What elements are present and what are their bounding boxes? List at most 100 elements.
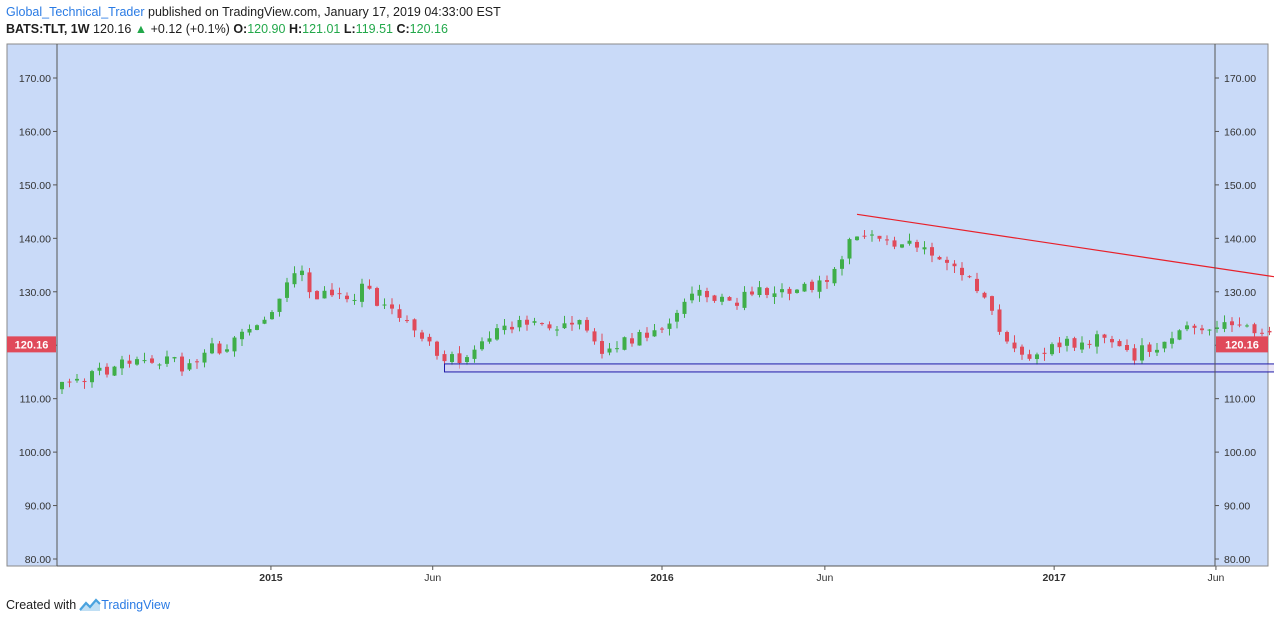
candle-up bbox=[225, 349, 229, 352]
candle-up bbox=[285, 282, 289, 298]
candle-up bbox=[165, 356, 169, 364]
candle-up bbox=[495, 328, 499, 340]
candle-down bbox=[982, 292, 987, 298]
last-price-label-left-bg bbox=[7, 336, 56, 353]
candle-down bbox=[997, 309, 1002, 332]
candle-down bbox=[787, 288, 792, 294]
candle-up bbox=[817, 280, 822, 292]
y-tick-label-left: 90.00 bbox=[25, 501, 51, 513]
candle-up bbox=[1185, 325, 1189, 330]
candle-up bbox=[1215, 327, 1219, 329]
candle-up bbox=[120, 359, 124, 369]
published-text: published on TradingView.com, January 17… bbox=[144, 5, 501, 19]
candle-up bbox=[922, 247, 927, 250]
plot-area[interactable] bbox=[6, 43, 1269, 567]
y-tick-label-right: 80.00 bbox=[1224, 554, 1250, 566]
candle-up bbox=[75, 378, 79, 381]
x-tick-label: Jun bbox=[1207, 572, 1224, 584]
candle-down bbox=[420, 332, 424, 339]
candle-up bbox=[757, 287, 762, 296]
candle-down bbox=[105, 366, 109, 375]
candle-up bbox=[720, 296, 724, 302]
candle-down bbox=[645, 332, 649, 338]
candle-down bbox=[885, 239, 889, 241]
candle-down bbox=[1012, 342, 1017, 349]
candle-up bbox=[210, 343, 214, 354]
candle-up bbox=[855, 236, 859, 241]
candle-down bbox=[600, 341, 604, 354]
candle-up bbox=[232, 337, 237, 352]
candle-down bbox=[862, 235, 867, 237]
y-tick-label-right: 170.00 bbox=[1224, 73, 1256, 85]
publish-info: Global_Technical_Trader published on Tra… bbox=[6, 4, 501, 21]
candle-down bbox=[427, 336, 432, 342]
candle-down bbox=[1027, 354, 1032, 359]
candle-down bbox=[1200, 328, 1204, 331]
candle-up bbox=[202, 352, 207, 363]
candle-up bbox=[690, 293, 694, 301]
y-tick-label-left: 130.00 bbox=[19, 287, 51, 299]
candle-up bbox=[652, 330, 657, 337]
candle-down bbox=[975, 278, 979, 292]
y-tick-label-right: 130.00 bbox=[1224, 287, 1256, 299]
candle-down bbox=[1252, 324, 1257, 334]
author-link[interactable]: Global_Technical_Trader bbox=[6, 5, 145, 19]
price-chart[interactable]: 80.00 80.00 90.00 90.00 100.00 100.00 110.00 11… bbox=[0, 0, 1274, 595]
candle-up bbox=[450, 354, 454, 363]
candle-down bbox=[337, 293, 342, 295]
candle-up bbox=[472, 349, 477, 359]
candle-up bbox=[795, 289, 799, 293]
candle-up bbox=[262, 319, 267, 324]
candle-down bbox=[547, 324, 552, 329]
tradingview-brand[interactable]: TradingView bbox=[79, 598, 170, 612]
candle-up bbox=[832, 268, 837, 284]
candle-up bbox=[742, 291, 747, 308]
candle-down bbox=[877, 235, 882, 239]
candle-up bbox=[772, 293, 777, 297]
tradingview-logo-icon bbox=[79, 598, 101, 611]
x-tick-label: Jun bbox=[424, 572, 441, 584]
candle-up bbox=[555, 329, 559, 331]
open-label: O: bbox=[233, 22, 248, 36]
candle-up bbox=[142, 360, 147, 362]
candle-up bbox=[172, 357, 177, 359]
trendline[interactable] bbox=[856, 213, 1274, 382]
candle-up bbox=[277, 298, 282, 312]
candle-down bbox=[960, 267, 964, 276]
candle-up bbox=[1080, 342, 1084, 350]
high-value: 121.01 bbox=[302, 22, 341, 36]
candle-down bbox=[390, 304, 394, 309]
candle-up bbox=[292, 273, 297, 285]
y-tick-label-left: 150.00 bbox=[19, 180, 51, 192]
candle-down bbox=[825, 280, 829, 282]
candle-down bbox=[1267, 330, 1272, 333]
footer: Created with TradingView bbox=[6, 598, 170, 612]
candle-down bbox=[442, 354, 447, 362]
y-tick-label-left: 80.00 bbox=[25, 554, 51, 566]
candle-up bbox=[1177, 330, 1182, 340]
candle-up bbox=[532, 321, 537, 323]
candle-down bbox=[727, 297, 732, 301]
candle-up bbox=[135, 359, 139, 365]
support-zone-rect[interactable] bbox=[444, 363, 1274, 373]
candle-up bbox=[270, 312, 274, 320]
candle-up bbox=[382, 304, 387, 306]
candle-down bbox=[457, 353, 462, 364]
candle-up bbox=[802, 283, 807, 292]
close-value: 120.16 bbox=[409, 22, 448, 36]
candle-up bbox=[322, 290, 327, 299]
candle-down bbox=[1125, 344, 1129, 351]
candle-down bbox=[585, 319, 589, 331]
symbol-label: BATS:TLT, 1W bbox=[6, 22, 90, 36]
candle-up bbox=[157, 364, 162, 366]
candle-down bbox=[1102, 334, 1107, 338]
tradingview-brand-label: TradingView bbox=[101, 598, 170, 612]
candle-down bbox=[570, 322, 574, 325]
price-change: +0.12 (+0.1%) bbox=[150, 22, 230, 36]
close-label: C: bbox=[396, 22, 410, 36]
candle-down bbox=[82, 380, 87, 383]
candle-up bbox=[480, 341, 484, 350]
candle-down bbox=[345, 295, 349, 300]
last-price-label-right-bg bbox=[1216, 336, 1268, 353]
candle-down bbox=[1192, 325, 1197, 328]
